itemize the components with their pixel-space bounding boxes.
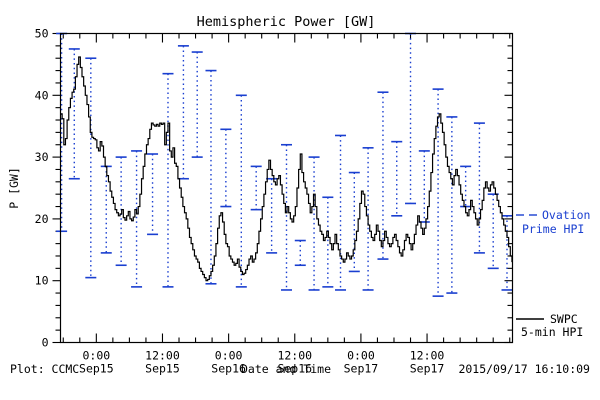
legend-ovation-label-line2: Prime HPI xyxy=(522,222,584,236)
swpc-5min-series xyxy=(60,56,513,282)
footer-right-timestamp: 2015/09/17 16:10:09 xyxy=(458,362,590,376)
y-axis-ticks: 0 10 20 30 40 50 xyxy=(35,27,513,350)
plot-frame xyxy=(59,32,514,344)
y-tick-label: 30 xyxy=(35,150,49,164)
x-tick-label-time: 12:00 xyxy=(277,349,312,363)
y-tick-label: 50 xyxy=(35,27,49,41)
x-axis-ticks: 0:00Sep1512:00Sep150:00Sep1612:00Sep160:… xyxy=(62,33,511,376)
x-tick-label-date: Sep15 xyxy=(79,362,114,376)
x-tick-label-date: Sep16 xyxy=(277,362,312,376)
y-tick-label: 0 xyxy=(42,336,49,350)
x-tick-label-date: Sep17 xyxy=(410,362,445,376)
legend-ovation-prime: Ovation Prime HPI xyxy=(516,208,590,236)
footer-center-xlabel: Date and Time xyxy=(241,362,331,376)
x-tick-label-date: Sep15 xyxy=(145,362,180,376)
x-tick-label-time: 0:00 xyxy=(82,349,110,363)
legend-swpc-label-line1: SWPC xyxy=(550,312,578,326)
x-tick-label-date: Sep17 xyxy=(344,362,379,376)
legend-swpc-5min: SWPC 5-min HPI xyxy=(516,312,583,339)
legend-swpc-label-line2: 5-min HPI xyxy=(521,325,583,339)
y-tick-label: 20 xyxy=(35,212,49,226)
chart-title: Hemispheric Power [GW] xyxy=(197,14,376,30)
footer-left: Plot: CCMC xyxy=(10,362,79,376)
x-tick-label-time: 0:00 xyxy=(347,349,375,363)
x-tick-label-date: Sep16 xyxy=(211,362,246,376)
y-axis-label: P [GW] xyxy=(7,167,21,209)
x-tick-label-time: 0:00 xyxy=(215,349,243,363)
y-tick-label: 10 xyxy=(35,274,49,288)
x-tick-label-time: 12:00 xyxy=(410,349,445,363)
y-tick-label: 40 xyxy=(35,88,49,102)
x-tick-label-time: 12:00 xyxy=(145,349,180,363)
legend-ovation-label-line1: Ovation xyxy=(542,208,590,222)
